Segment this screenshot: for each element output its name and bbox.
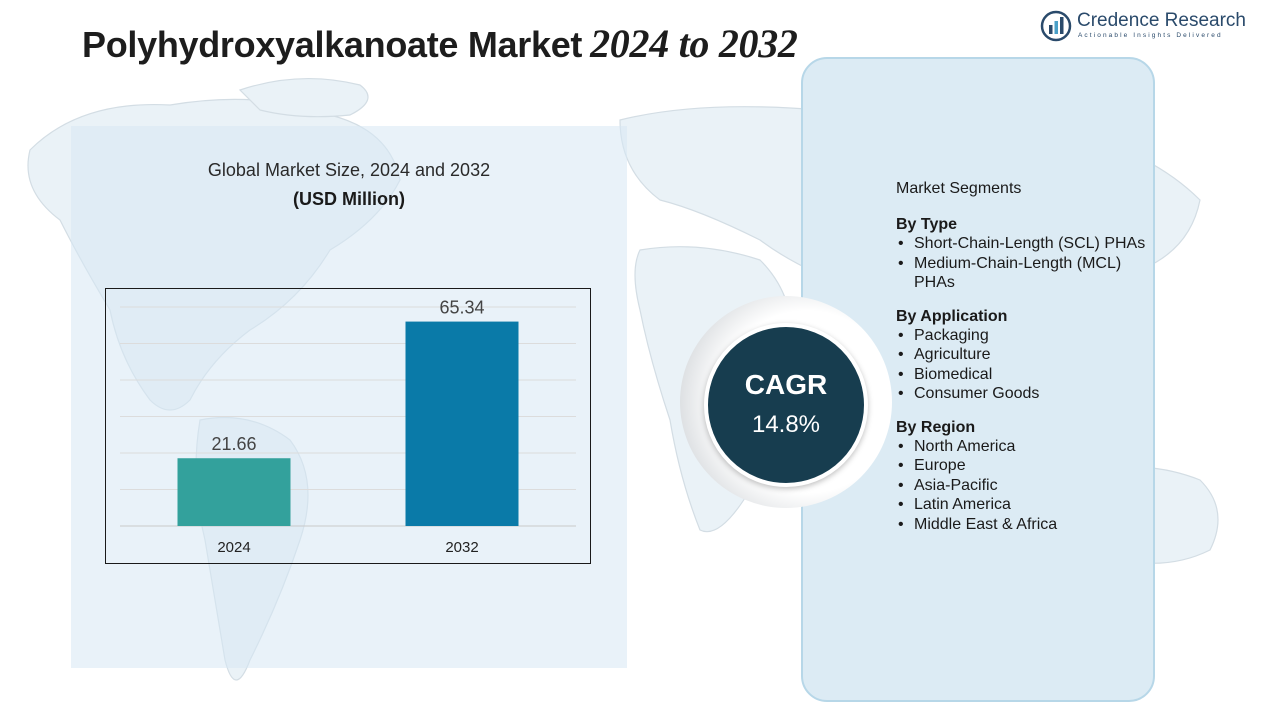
list-item: Packaging (896, 326, 1156, 346)
segment-list-application: Packaging Agriculture Biomedical Consume… (896, 326, 1156, 404)
bar-2024 (177, 458, 291, 526)
list-item: Asia-Pacific (896, 476, 1156, 496)
credence-research-logo: Credence Research Actionable Insights De… (1040, 8, 1260, 44)
list-item: Biomedical (896, 365, 1156, 385)
logo-tagline: Actionable Insights Delivered (1078, 32, 1223, 39)
list-item: Agriculture (896, 345, 1156, 365)
data-label-2032: 65.34 (439, 298, 484, 318)
logo-chart-icon (1040, 10, 1072, 42)
market-segments: Market Segments By Type Short-Chain-Leng… (896, 180, 1156, 548)
chart-title: Global Market Size, 2024 and 2032 (207, 160, 491, 180)
list-item: Consumer Goods (896, 384, 1156, 404)
segment-group-title-application: By Application (896, 307, 1008, 325)
list-item: North America (896, 437, 1156, 457)
x-tick-label-2032: 2032 (445, 539, 478, 556)
data-label-2024: 21.66 (211, 434, 256, 454)
cagr-value: 14.8% (751, 411, 821, 438)
segment-list-region: North America Europe Asia-Pacific Latin … (896, 437, 1156, 535)
chart-unit: (USD Million) (293, 189, 405, 209)
bar-2032 (405, 321, 519, 526)
list-item: Medium-Chain-Length (MCL) PHAs (896, 254, 1156, 293)
segment-group-title-type: By Type (896, 216, 958, 233)
cagr-label: CAGR (744, 369, 828, 400)
segment-list-type: Short-Chain-Length (SCL) PHAs Medium-Cha… (896, 234, 1156, 293)
cagr-badge: CAGR 14.8% (704, 323, 868, 487)
segment-group-title-region: By Region (896, 418, 976, 436)
list-item: Latin America (896, 495, 1156, 515)
page-title: Polyhydroxyalkanoate Market 2024 to 2032 (82, 20, 798, 67)
list-item: Europe (896, 456, 1156, 476)
segments-heading: Market Segments (896, 180, 1022, 197)
list-item: Short-Chain-Length (SCL) PHAs (896, 234, 1156, 254)
chart-panel (71, 126, 627, 668)
chart-frame: 21.66 2024 65.34 2032 (105, 288, 591, 564)
logo-name: Credence Research (1077, 10, 1246, 31)
list-item: Middle East & Africa (896, 515, 1156, 535)
title-years: 2024 to 2032 (590, 21, 798, 66)
title-main: Polyhydroxyalkanoate Market (82, 24, 583, 65)
x-tick-label-2024: 2024 (217, 539, 250, 556)
bar-chart: 21.66 2024 65.34 2032 (120, 298, 576, 556)
